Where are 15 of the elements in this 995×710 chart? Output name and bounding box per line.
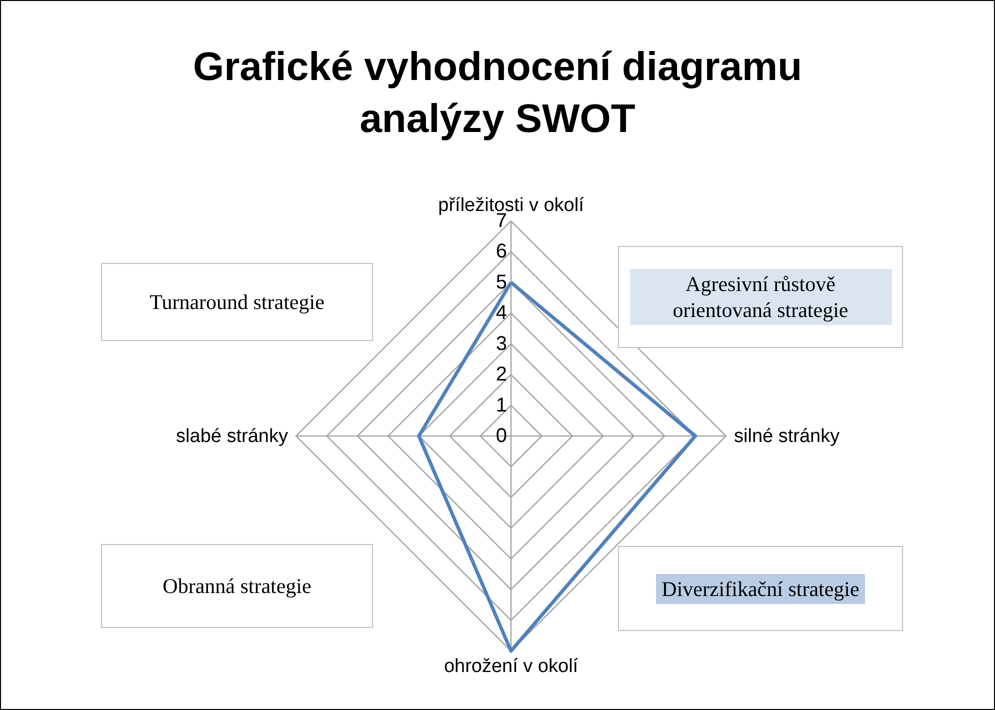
y-tick-label: 2 [496, 364, 507, 386]
spoke-label: slabé stránky [176, 426, 288, 447]
y-tick-label: 4 [496, 302, 507, 324]
text: Obranná strategie [162, 573, 312, 600]
text: Diverzifikační strategie [656, 574, 866, 604]
text: Turnaround strategie [148, 289, 326, 316]
chart-title: Grafické vyhodnocení diagramu analýzy SWOT [192, 44, 804, 143]
y-tick-label: 1 [496, 394, 507, 416]
y-tick-label: 6 [496, 240, 507, 263]
y-tick-label: 0 [496, 425, 507, 447]
y-tick-label: 3 [496, 332, 507, 355]
spoke-label: ohrožení v okolí [444, 656, 579, 677]
y-tick-label: 5 [496, 271, 507, 294]
spoke-label: silné stránky [734, 426, 840, 447]
text: Agresivní růstově orientovaná strategie [630, 269, 892, 325]
